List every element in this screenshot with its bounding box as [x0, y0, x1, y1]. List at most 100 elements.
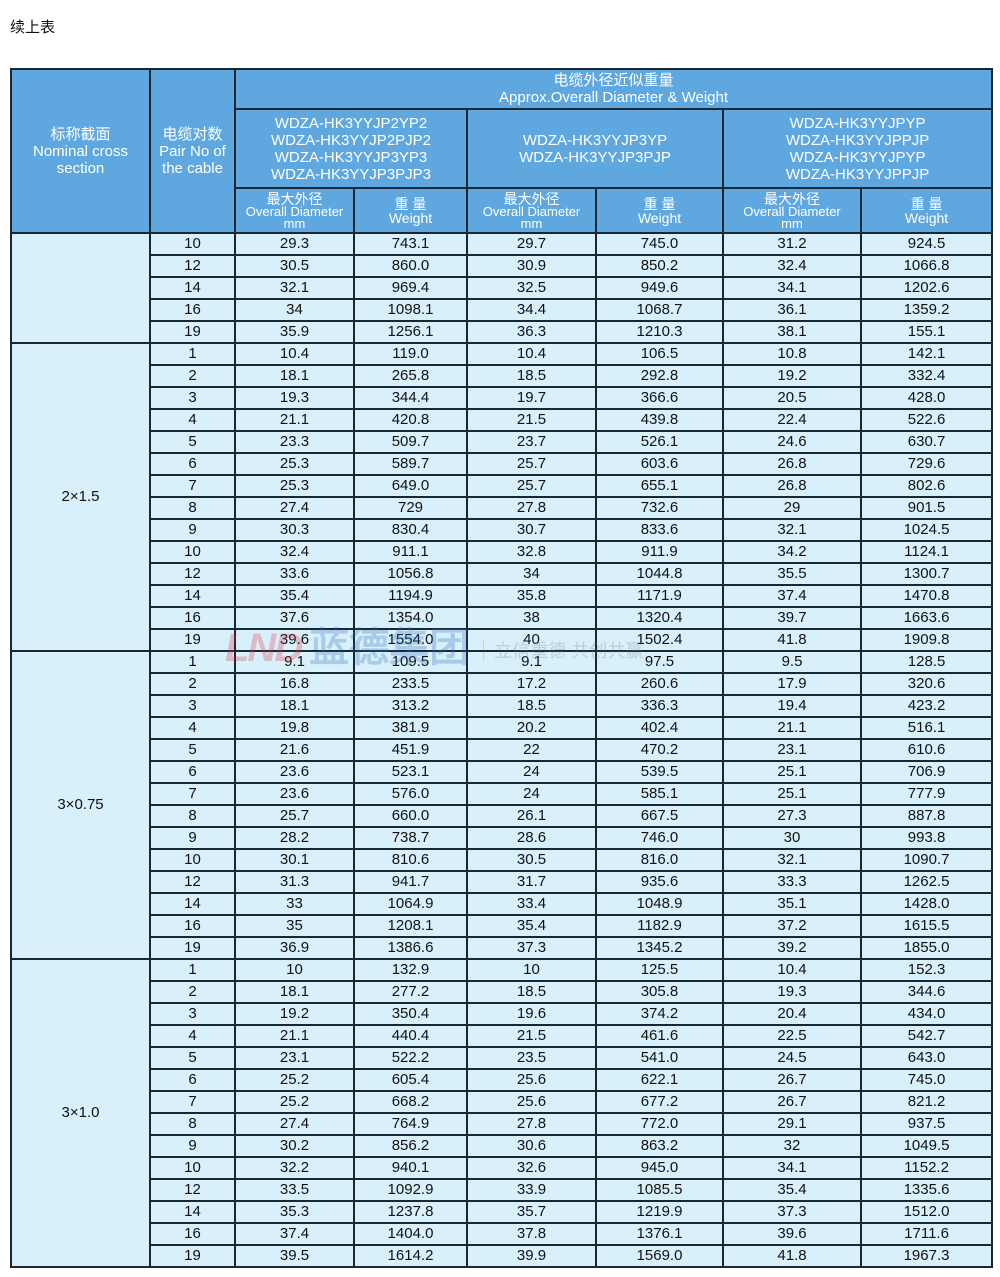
table-row: 9 30.2 856.2 30.6 863.2 32 1049.5 — [11, 1134, 994, 1158]
header-group-cn: 电缆外径近似重量 — [553, 72, 674, 89]
weight-cell: 1262.5 — [859, 870, 994, 894]
table-row: 6 25.2 605.4 25.6 622.1 26.7 745.0 — [11, 1068, 994, 1092]
diameter-cell: 23.6 — [234, 782, 355, 806]
diameter-cell: 25.3 — [234, 452, 355, 476]
diameter-cell: 21.6 — [234, 738, 355, 762]
table-row: 14 32.1 969.4 32.5 949.6 34.1 1202.6 — [11, 276, 994, 300]
model-name: WDZA-HK3YYJP3YP3 — [274, 148, 428, 166]
header-diameter-cn: 最大外径 — [764, 190, 820, 207]
diameter-cell: 18.1 — [234, 694, 355, 718]
table-row: 19 36.9 1386.6 37.3 1345.2 39.2 1855.0 — [11, 936, 994, 960]
table-row: 4 19.8 381.9 20.2 402.4 21.1 516.1 — [11, 716, 994, 740]
header-weight-en: Weight — [637, 209, 682, 226]
weight-cell: 677.2 — [595, 1090, 724, 1114]
diameter-cell: 38.1 — [722, 320, 862, 344]
pair-count-cell: 14 — [149, 892, 236, 916]
pair-count-cell: 8 — [149, 496, 236, 520]
diameter-cell: 25.7 — [234, 804, 355, 828]
weight-cell: 1064.9 — [353, 892, 468, 916]
weight-cell: 1024.5 — [859, 518, 994, 542]
pair-count-cell: 9 — [149, 1134, 236, 1158]
weight-cell: 1428.0 — [859, 892, 994, 916]
header-weight-en: Weight — [904, 209, 949, 226]
diameter-cell: 33.5 — [234, 1178, 355, 1202]
weight-cell: 1502.4 — [595, 628, 724, 652]
pair-count-cell: 1 — [149, 342, 236, 366]
pair-count-cell: 10 — [149, 1156, 236, 1180]
diameter-cell: 18.5 — [466, 980, 597, 1004]
weight-cell: 901.5 — [859, 496, 994, 520]
weight-cell: 428.0 — [859, 386, 994, 410]
diameter-cell: 22 — [466, 738, 597, 762]
diameter-cell: 25.7 — [466, 452, 597, 476]
weight-cell: 605.4 — [353, 1068, 468, 1092]
pair-count-cell: 12 — [149, 562, 236, 586]
header-model-group-2: WDZA-HK3YYJP3YP WDZA-HK3YYJP3PJP — [466, 108, 724, 189]
diameter-cell: 35.4 — [722, 1178, 862, 1202]
diameter-cell: 33.6 — [234, 562, 355, 586]
pair-count-cell: 5 — [149, 1046, 236, 1070]
pair-count-cell: 3 — [149, 1002, 236, 1026]
diameter-cell: 25.1 — [722, 760, 862, 784]
table-row: 9 30.3 830.4 30.7 833.6 32.1 1024.5 — [11, 518, 994, 542]
header-diameter-en: Overall Diameter — [245, 203, 344, 219]
weight-cell: 1470.8 — [859, 584, 994, 608]
model-name: WDZA-HK3YYJP2YP2 — [274, 114, 428, 132]
weight-cell: 949.6 — [595, 276, 724, 300]
weight-cell: 125.5 — [595, 958, 724, 982]
table-row: 3 19.3 344.4 19.7 366.6 20.5 428.0 — [11, 386, 994, 410]
weight-cell: 320.6 — [859, 672, 994, 696]
weight-cell: 924.5 — [859, 232, 994, 256]
header-pairs-en: Pair No of the cable — [159, 142, 226, 177]
weight-cell: 649.0 — [353, 474, 468, 498]
table-row: 7 25.2 668.2 25.6 677.2 26.7 821.2 — [11, 1090, 994, 1114]
diameter-cell: 34.1 — [722, 1156, 862, 1180]
weight-cell: 1320.4 — [595, 606, 724, 630]
weight-cell: 729.6 — [859, 452, 994, 476]
table-row: 14 35.3 1237.8 35.7 1219.9 37.3 1512.0 — [11, 1200, 994, 1224]
section-cell: 3×1.0 — [10, 958, 151, 1268]
header-weight: 重 量 Weight — [353, 187, 468, 234]
weight-cell: 470.2 — [595, 738, 724, 762]
diameter-cell: 21.5 — [466, 408, 597, 432]
diameter-cell: 35.9 — [234, 320, 355, 344]
weight-cell: 940.1 — [353, 1156, 468, 1180]
model-name: WDZA-HK3YYJP3PJP — [519, 148, 671, 166]
weight-cell: 336.3 — [595, 694, 724, 718]
diameter-cell: 29.1 — [722, 1112, 862, 1136]
diameter-cell: 37.4 — [234, 1222, 355, 1246]
table-row: 3 18.1 313.2 18.5 336.3 19.4 423.2 — [11, 694, 994, 718]
weight-cell: 420.8 — [353, 408, 468, 432]
weight-cell: 746.0 — [595, 826, 724, 850]
diameter-cell: 40 — [466, 628, 597, 652]
diameter-cell: 39.9 — [466, 1244, 597, 1268]
header-model-group-1: WDZA-HK3YYJP2YP2 WDZA-HK3YYJP2PJP2 WDZA-… — [234, 108, 468, 189]
pair-count-cell: 6 — [149, 760, 236, 784]
pair-count-cell: 19 — [149, 1244, 236, 1268]
weight-cell: 1512.0 — [859, 1200, 994, 1224]
table-row: 8 27.4 764.9 27.8 772.0 29.1 937.5 — [11, 1112, 994, 1136]
weight-cell: 772.0 — [595, 1112, 724, 1136]
header-weight: 重 量 Weight — [859, 187, 994, 234]
table-row: 8 27.4 729 27.8 732.6 29 901.5 — [11, 496, 994, 520]
diameter-cell: 35.5 — [722, 562, 862, 586]
weight-cell: 589.7 — [353, 452, 468, 476]
diameter-cell: 23.7 — [466, 430, 597, 454]
weight-cell: 344.4 — [353, 386, 468, 410]
diameter-cell: 34 — [234, 298, 355, 322]
weight-cell: 439.8 — [595, 408, 724, 432]
table-row: 10 30.1 810.6 30.5 816.0 32.1 1090.7 — [11, 848, 994, 872]
pair-count-cell: 4 — [149, 716, 236, 740]
pair-count-cell: 12 — [149, 870, 236, 894]
table-row: 16 35 1208.1 35.4 1182.9 37.2 1615.5 — [11, 914, 994, 938]
section-cell: 2×1.5 — [10, 342, 151, 652]
diameter-cell: 10.4 — [234, 342, 355, 366]
weight-cell: 1202.6 — [859, 276, 994, 300]
table-row: 5 23.3 509.7 23.7 526.1 24.6 630.7 — [11, 430, 994, 454]
table-row: 14 35.4 1194.9 35.8 1171.9 37.4 1470.8 — [11, 584, 994, 608]
weight-cell: 381.9 — [353, 716, 468, 740]
diameter-cell: 25.7 — [466, 474, 597, 498]
pair-count-cell: 1 — [149, 958, 236, 982]
diameter-cell: 39.6 — [722, 1222, 862, 1246]
header-section: 标称截面 Nominal cross section — [10, 68, 151, 234]
